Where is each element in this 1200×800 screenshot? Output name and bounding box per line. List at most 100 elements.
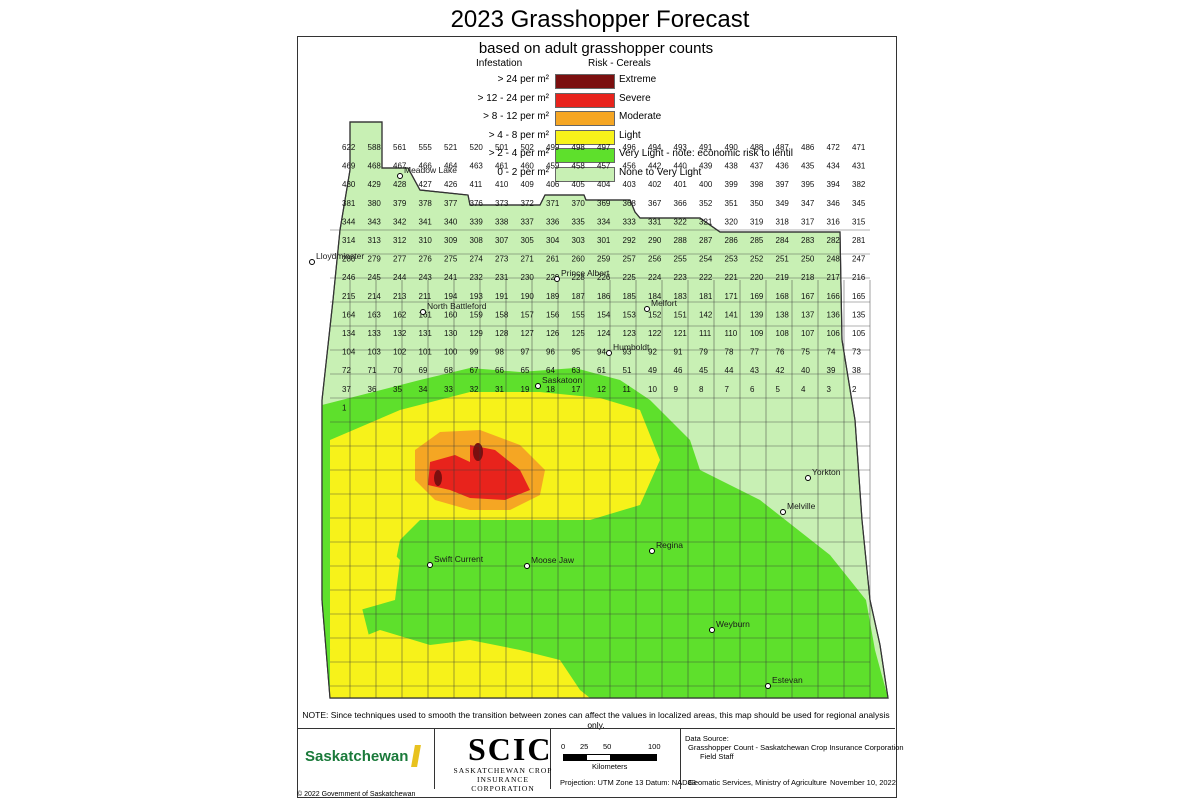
rm-number: 169 xyxy=(750,292,764,301)
rm-number: 350 xyxy=(750,199,764,208)
rm-number: 318 xyxy=(776,217,790,226)
rm-number: 339 xyxy=(470,217,484,226)
rm-number: 157 xyxy=(521,310,535,319)
rm-number: 431 xyxy=(852,162,866,171)
rm-number: 301 xyxy=(597,236,611,245)
rm-number: 135 xyxy=(852,310,866,319)
rm-number: 440 xyxy=(674,162,688,171)
rm-number: 18 xyxy=(546,385,555,394)
rm-number: 189 xyxy=(546,292,560,301)
scale-tick-50: 50 xyxy=(603,742,612,751)
rm-number: 74 xyxy=(827,348,836,357)
legend-range: 0 - 2 per m² xyxy=(497,167,549,178)
scale-tick-0: 0 xyxy=(561,742,566,751)
rm-number: 343 xyxy=(368,217,382,226)
rm-number: 73 xyxy=(852,348,861,357)
rm-number: 338 xyxy=(495,217,509,226)
data-source-heading: Data Source: xyxy=(685,734,729,743)
rm-number: 153 xyxy=(623,310,637,319)
rm-number: 381 xyxy=(342,199,356,208)
footer-cell-logo xyxy=(297,729,435,789)
rm-number: 487 xyxy=(776,143,790,152)
rm-number: 256 xyxy=(648,255,662,264)
rm-number: 10 xyxy=(648,385,657,394)
rm-number: 458 xyxy=(572,162,586,171)
rm-number: 304 xyxy=(546,236,560,245)
map-date: November 10, 2022 xyxy=(830,778,896,787)
rm-number: 309 xyxy=(444,236,458,245)
rm-number: 260 xyxy=(572,255,586,264)
rm-number: 372 xyxy=(521,199,535,208)
legend-swatch xyxy=(555,148,615,164)
rm-number: 222 xyxy=(699,273,713,282)
rm-number: 490 xyxy=(725,143,739,152)
rm-number: 152 xyxy=(648,310,662,319)
legend-swatch xyxy=(555,167,615,182)
rm-number: 429 xyxy=(368,180,382,189)
city-label: Regina xyxy=(656,540,683,550)
rm-number: 139 xyxy=(750,310,764,319)
rm-number: 98 xyxy=(495,348,504,357)
data-source-line2: Field Staff xyxy=(700,752,734,761)
rm-number: 49 xyxy=(648,366,657,375)
rm-number: 79 xyxy=(699,348,708,357)
rm-number: 133 xyxy=(368,329,382,338)
scale-bar xyxy=(563,754,657,761)
rm-number: 461 xyxy=(495,162,509,171)
rm-number: 219 xyxy=(776,273,790,282)
map-title: 2023 Grasshopper Forecast xyxy=(450,6,750,33)
rm-number: 259 xyxy=(597,255,611,264)
rm-number: 398 xyxy=(750,180,764,189)
rm-number: 156 xyxy=(546,310,560,319)
rm-number: 555 xyxy=(419,143,433,152)
rm-number: 32 xyxy=(470,385,479,394)
rm-number: 141 xyxy=(725,310,739,319)
rm-number: 344 xyxy=(342,217,356,226)
legend-range: > 24 per m² xyxy=(497,74,549,85)
rm-number: 122 xyxy=(648,329,662,338)
rm-number: 320 xyxy=(725,217,739,226)
rm-number: 275 xyxy=(444,255,458,264)
rm-number: 44 xyxy=(725,366,734,375)
city-label: Humboldt xyxy=(613,342,650,352)
city-marker-icon xyxy=(309,259,315,265)
light-zone xyxy=(330,392,660,650)
rm-number: 333 xyxy=(623,217,637,226)
rm-number: 241 xyxy=(444,273,458,282)
rm-number: 9 xyxy=(674,385,679,394)
severe-zone xyxy=(428,445,530,500)
rm-number: 346 xyxy=(827,199,841,208)
rm-number: 321 xyxy=(699,217,713,226)
extreme-spot xyxy=(473,443,483,461)
rm-number: 439 xyxy=(699,162,713,171)
rm-number: 310 xyxy=(419,236,433,245)
rm-number: 106 xyxy=(827,329,841,338)
rm-number: 279 xyxy=(368,255,382,264)
rm-number: 167 xyxy=(801,292,815,301)
rm-number: 245 xyxy=(368,273,382,282)
rm-number: 305 xyxy=(521,236,535,245)
rm-number: 340 xyxy=(444,217,458,226)
rm-number: 11 xyxy=(623,385,632,394)
rm-number: 435 xyxy=(801,162,815,171)
rm-number: 409 xyxy=(521,180,535,189)
rm-number: 105 xyxy=(852,329,866,338)
rm-number: 283 xyxy=(801,236,815,245)
rm-number: 276 xyxy=(419,255,433,264)
city-marker-icon xyxy=(554,276,560,282)
rm-number: 213 xyxy=(393,292,407,301)
city-label: Lloydminster xyxy=(316,251,364,261)
rm-number: 315 xyxy=(852,217,866,226)
map-subtitle: based on adult grasshopper counts xyxy=(478,40,714,57)
rm-number: 166 xyxy=(827,292,841,301)
legend-range: > 4 - 8 per m² xyxy=(488,129,549,141)
legend-label: Very Light - note: economic risk to lent… xyxy=(619,148,793,160)
rm-number: 132 xyxy=(393,329,407,338)
rm-number: 285 xyxy=(750,236,764,245)
rm-number: 501 xyxy=(495,143,509,152)
rm-number: 442 xyxy=(648,162,662,171)
rm-number: 93 xyxy=(623,348,632,357)
data-source-line1: Grasshopper Count - Saskatchewan Crop In… xyxy=(688,743,904,752)
rm-number: 110 xyxy=(725,329,738,338)
rm-number: 5 xyxy=(776,385,781,394)
